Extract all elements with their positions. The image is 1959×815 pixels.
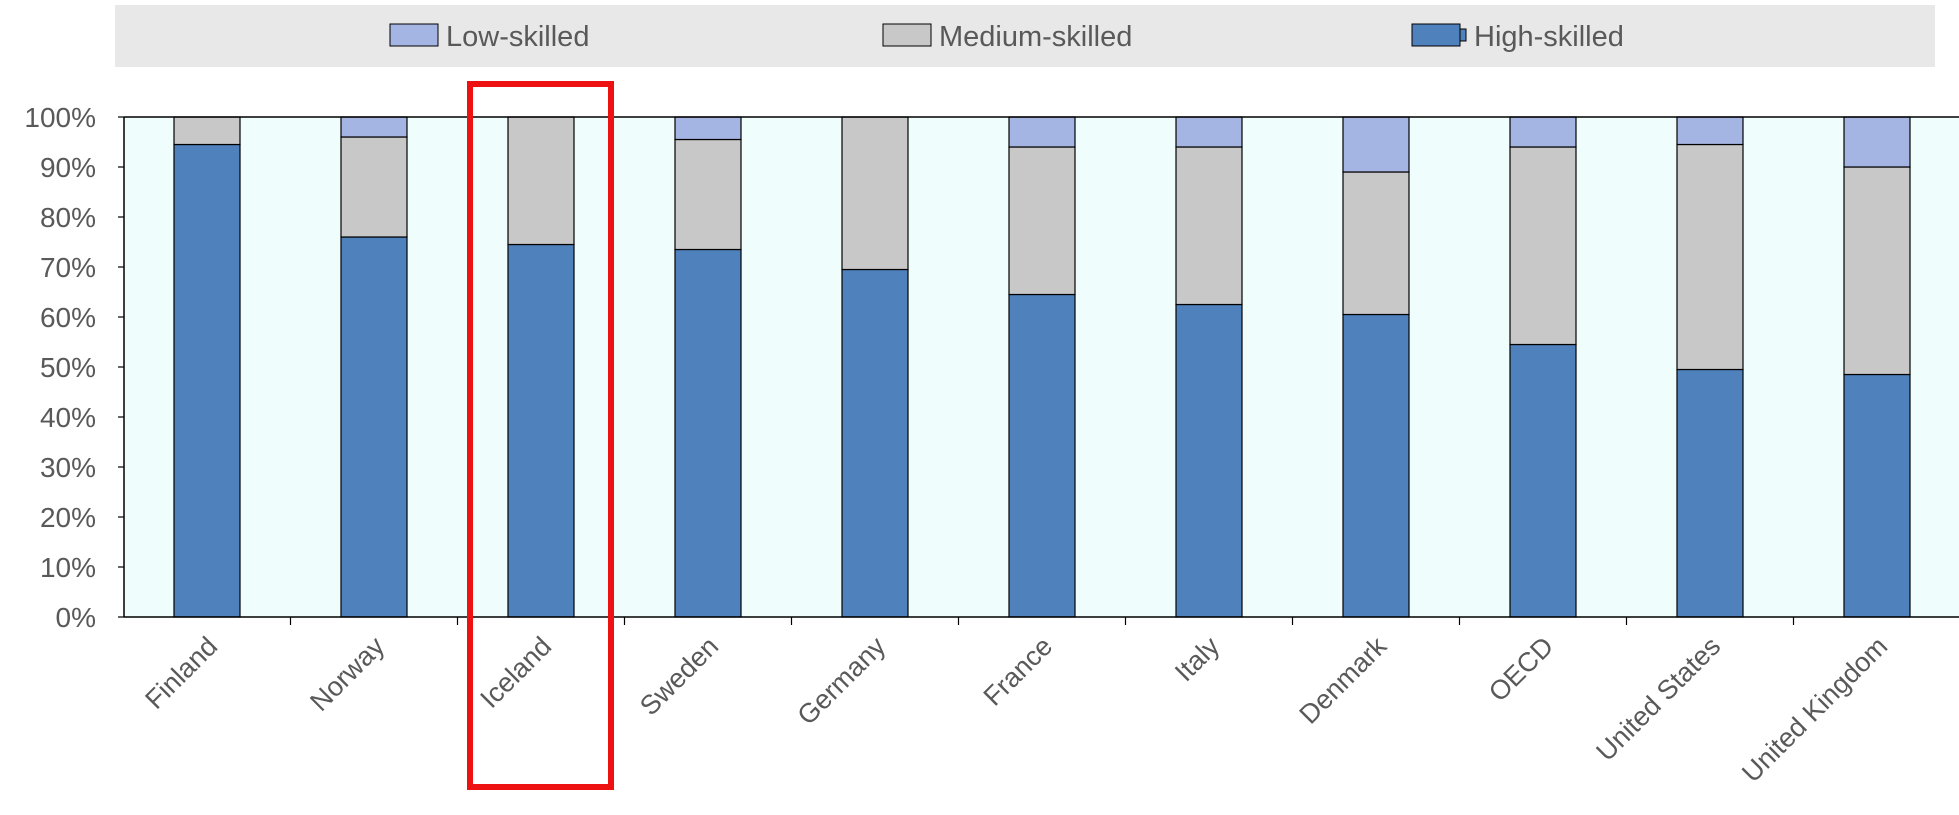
bar-high-skilled-norway (340, 236, 408, 618)
y-tick-label: 40% (40, 402, 96, 433)
x-tick-label-oecd: OECD (1483, 631, 1559, 707)
x-tick-label-sweden: Sweden (634, 631, 724, 721)
x-tick-label-france: France (978, 631, 1059, 712)
bar-medium-skilled-italy (1175, 146, 1243, 306)
bar-high-skilled-oecd (1509, 343, 1577, 618)
y-tick-label: 0% (56, 602, 96, 633)
bar-high-skilled-iceland (507, 243, 575, 618)
x-tick-label-iceland: Iceland (474, 631, 557, 714)
bar-low-skilled-sweden (674, 116, 742, 141)
y-tick-label: 30% (40, 452, 96, 483)
x-tick-labels: Finland Norway Iceland Sweden Germany France I… (139, 631, 1893, 788)
bar-high-skilled-germany (841, 268, 909, 618)
highlight-group (467, 81, 614, 790)
legend-swatch-medium-skilled (882, 23, 932, 47)
legend-swatch-low-skilled (389, 23, 439, 47)
bar-high-skilled-france (1008, 293, 1076, 618)
bar-medium-skilled-norway (340, 136, 408, 238)
bar-low-skilled-denmark (1342, 116, 1410, 173)
bar-medium-skilled-sweden (674, 138, 742, 251)
y-tick-label: 80% (40, 202, 96, 233)
bar-high-skilled-denmark (1342, 313, 1410, 618)
bar-low-skilled-oecd (1509, 116, 1577, 148)
x-tick-label-germany: Germany (792, 631, 892, 731)
legend-swatch-high-skilled (1411, 23, 1461, 47)
bar-low-skilled-italy (1175, 116, 1243, 148)
y-tick-label: 60% (40, 302, 96, 333)
bar-medium-skilled-oecd (1509, 146, 1577, 346)
legend-label-low-skilled: Low-skilled (446, 21, 589, 53)
x-tick-label-italy: Italy (1169, 631, 1226, 688)
legend-label-high-skilled: High-skilled (1474, 21, 1624, 53)
bar-low-skilled-france (1008, 116, 1076, 148)
y-tick-labels: 0% 10% 20% 30% 40% 50% 60% 70% 80% 90% 100% (24, 102, 96, 633)
bar-high-skilled-united-kingdom (1843, 373, 1911, 618)
y-tick-label: 100% (24, 102, 96, 133)
bar-high-skilled-sweden (674, 248, 742, 618)
bar-medium-skilled-united-states (1676, 143, 1744, 371)
bar-medium-skilled-denmark (1342, 171, 1410, 316)
bar-low-skilled-united-states (1676, 116, 1744, 146)
x-tick-label-united-states: United States (1590, 631, 1726, 767)
bar-high-skilled-finland (173, 143, 241, 618)
bar-high-skilled-italy (1175, 303, 1243, 618)
y-tick-label: 10% (40, 552, 96, 583)
bar-low-skilled-united-kingdom (1843, 116, 1911, 168)
y-tick-label: 20% (40, 502, 96, 533)
y-tick-label: 90% (40, 152, 96, 183)
bar-medium-skilled-france (1008, 146, 1076, 296)
legend-label-medium-skilled: Medium-skilled (939, 21, 1132, 53)
legend: Low-skilled Medium-skilled High-skilled (389, 21, 1624, 53)
x-tick-label-norway: Norway (304, 631, 390, 717)
y-tick-label: 50% (40, 352, 96, 383)
highlight-box (467, 81, 614, 790)
bar-medium-skilled-iceland (507, 116, 575, 246)
x-tick-label-united-kingdom: United Kingdom (1736, 631, 1893, 788)
bar-medium-skilled-germany (841, 116, 909, 271)
axes-group (118, 116, 1959, 625)
legend-swatch-tab (1459, 28, 1467, 42)
bars-group (173, 116, 1911, 618)
x-tick-label-denmark: Denmark (1294, 631, 1393, 730)
bar-medium-skilled-finland (173, 116, 241, 146)
bar-low-skilled-norway (340, 116, 408, 138)
bar-high-skilled-united-states (1676, 368, 1744, 618)
bar-medium-skilled-united-kingdom (1843, 166, 1911, 376)
y-tick-label: 70% (40, 252, 96, 283)
x-tick-label-finland: Finland (139, 631, 223, 715)
